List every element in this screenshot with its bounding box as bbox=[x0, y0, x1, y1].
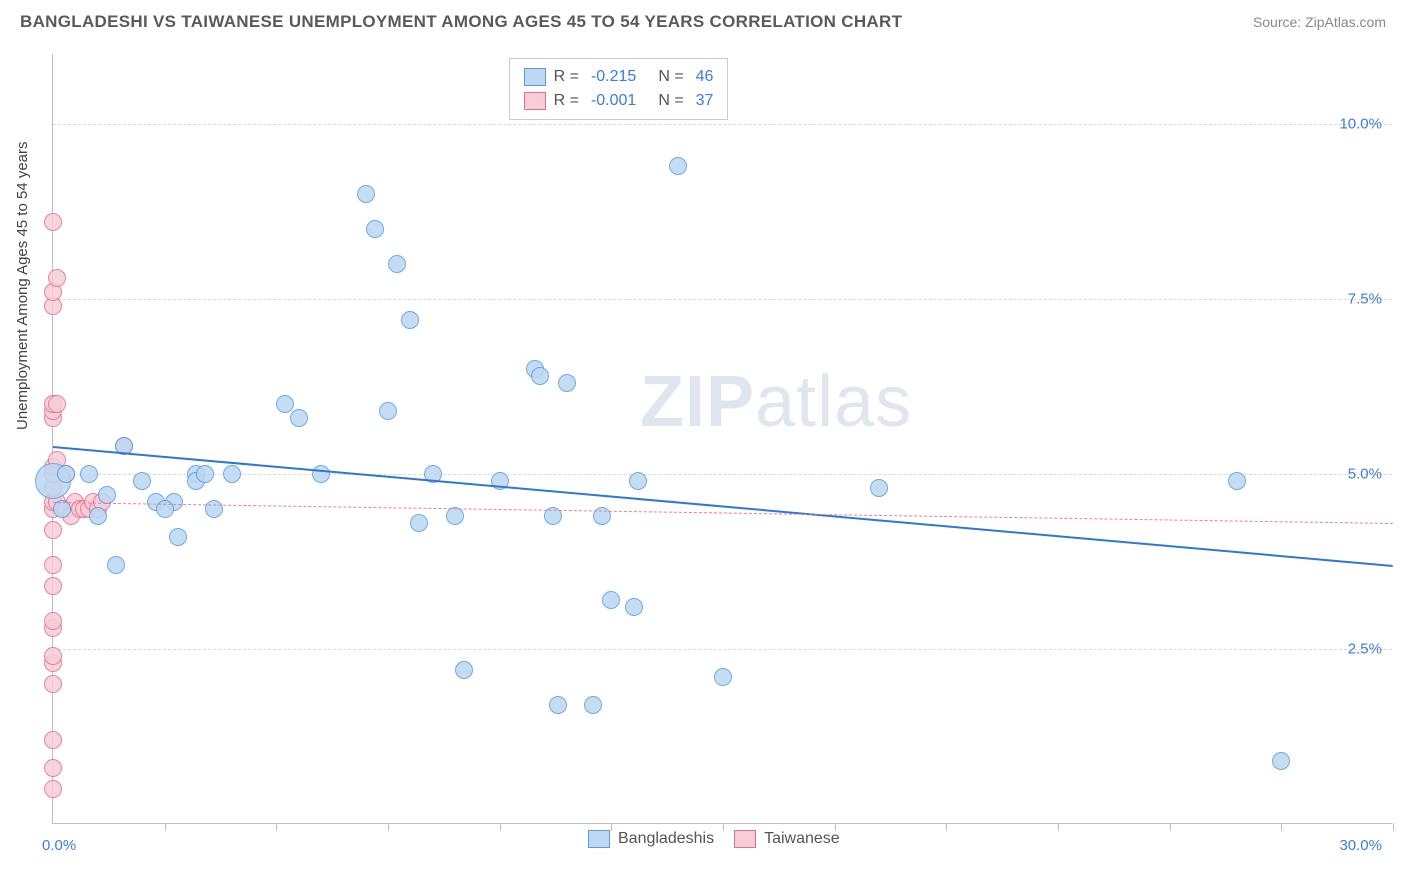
data-point bbox=[1228, 472, 1246, 490]
data-point bbox=[107, 556, 125, 574]
legend-n-value: 46 bbox=[696, 65, 714, 89]
data-point bbox=[44, 780, 62, 798]
x-axis-max-label: 30.0% bbox=[1339, 837, 1382, 854]
data-point bbox=[98, 486, 116, 504]
data-point bbox=[558, 374, 576, 392]
chart-source: Source: ZipAtlas.com bbox=[1253, 14, 1386, 30]
data-point bbox=[44, 675, 62, 693]
data-point bbox=[531, 367, 549, 385]
legend-r-label: R = bbox=[554, 65, 579, 89]
data-point bbox=[357, 185, 375, 203]
data-point bbox=[455, 661, 473, 679]
legend-n-value: 37 bbox=[696, 89, 714, 113]
data-point bbox=[80, 465, 98, 483]
data-point bbox=[48, 395, 66, 413]
x-tick bbox=[1170, 823, 1171, 831]
y-tick-label: 2.5% bbox=[1348, 641, 1382, 658]
legend-r-value: -0.001 bbox=[591, 89, 636, 113]
x-tick bbox=[1281, 823, 1282, 831]
data-point bbox=[388, 255, 406, 273]
data-point bbox=[276, 395, 294, 413]
legend-swatch bbox=[734, 830, 756, 848]
legend-r-value: -0.215 bbox=[591, 65, 636, 89]
data-point bbox=[625, 598, 643, 616]
data-point bbox=[584, 696, 602, 714]
series-legend: Bangladeshis Taiwanese bbox=[588, 830, 840, 848]
data-point bbox=[1272, 752, 1290, 770]
legend-row: R = -0.001 N = 37 bbox=[524, 89, 714, 113]
watermark-zip: ZIP bbox=[640, 362, 755, 442]
legend-swatch bbox=[524, 68, 546, 86]
data-point bbox=[48, 269, 66, 287]
data-point bbox=[549, 696, 567, 714]
x-axis-min-label: 0.0% bbox=[42, 837, 76, 854]
data-point bbox=[446, 507, 464, 525]
watermark: ZIPatlas bbox=[640, 361, 912, 443]
x-tick bbox=[1393, 823, 1394, 831]
data-point bbox=[205, 500, 223, 518]
data-point bbox=[290, 409, 308, 427]
y-tick-label: 10.0% bbox=[1339, 116, 1382, 133]
data-point bbox=[44, 759, 62, 777]
data-point bbox=[870, 479, 888, 497]
data-point bbox=[44, 577, 62, 595]
data-point bbox=[44, 731, 62, 749]
data-point bbox=[133, 472, 151, 490]
gridline bbox=[53, 474, 1392, 475]
data-point bbox=[379, 402, 397, 420]
data-point bbox=[44, 521, 62, 539]
data-point bbox=[312, 465, 330, 483]
correlation-legend: R = -0.215 N = 46 R = -0.001 N = 37 bbox=[509, 58, 729, 120]
data-point bbox=[44, 612, 62, 630]
chart-header: BANGLADESHI VS TAIWANESE UNEMPLOYMENT AM… bbox=[0, 0, 1406, 40]
gridline bbox=[53, 124, 1392, 125]
watermark-atlas: atlas bbox=[755, 362, 912, 442]
data-point bbox=[169, 528, 187, 546]
x-tick bbox=[500, 823, 501, 831]
data-point bbox=[223, 465, 241, 483]
trend-line bbox=[53, 446, 1393, 567]
y-tick-label: 5.0% bbox=[1348, 466, 1382, 483]
data-point bbox=[629, 472, 647, 490]
y-axis-label: Unemployment Among Ages 45 to 54 years bbox=[14, 141, 31, 430]
data-point bbox=[44, 213, 62, 231]
x-tick bbox=[165, 823, 166, 831]
legend-row: R = -0.215 N = 46 bbox=[524, 65, 714, 89]
data-point bbox=[89, 507, 107, 525]
legend-label: Taiwanese bbox=[764, 830, 840, 848]
gridline bbox=[53, 649, 1392, 650]
legend-swatch bbox=[524, 92, 546, 110]
data-point bbox=[196, 465, 214, 483]
legend-n-label: N = bbox=[658, 89, 683, 113]
legend-r-label: R = bbox=[554, 89, 579, 113]
x-tick bbox=[276, 823, 277, 831]
data-point bbox=[44, 647, 62, 665]
plot-region: ZIPatlas 2.5% 5.0% 7.5% 10.0% R = -0.215 N = 46… bbox=[52, 54, 1392, 824]
legend-item: Bangladeshis bbox=[588, 830, 714, 848]
y-tick-label: 7.5% bbox=[1348, 291, 1382, 308]
x-tick bbox=[1058, 823, 1059, 831]
data-point bbox=[57, 465, 75, 483]
gridline bbox=[53, 299, 1392, 300]
data-point bbox=[669, 157, 687, 175]
chart-area: ZIPatlas 2.5% 5.0% 7.5% 10.0% R = -0.215 N = 46… bbox=[52, 54, 1392, 824]
data-point bbox=[410, 514, 428, 532]
legend-swatch bbox=[588, 830, 610, 848]
data-point bbox=[366, 220, 384, 238]
data-point bbox=[401, 311, 419, 329]
legend-item: Taiwanese bbox=[734, 830, 840, 848]
x-tick bbox=[946, 823, 947, 831]
x-tick bbox=[388, 823, 389, 831]
legend-n-label: N = bbox=[658, 65, 683, 89]
data-point bbox=[44, 556, 62, 574]
legend-label: Bangladeshis bbox=[618, 830, 714, 848]
data-point bbox=[714, 668, 732, 686]
data-point bbox=[602, 591, 620, 609]
chart-title: BANGLADESHI VS TAIWANESE UNEMPLOYMENT AM… bbox=[20, 12, 902, 32]
